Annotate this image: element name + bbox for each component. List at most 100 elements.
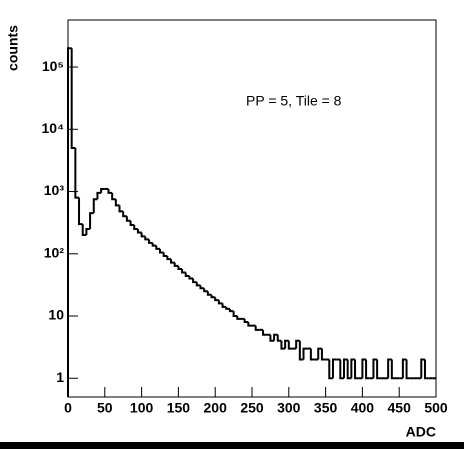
histogram-bin bbox=[133, 224, 138, 231]
histogram-bin bbox=[350, 358, 356, 379]
histogram-bin bbox=[328, 359, 333, 380]
y-tick-label: 10⁴ bbox=[42, 120, 65, 136]
x-tick-label: 400 bbox=[351, 400, 375, 416]
histogram-bin bbox=[170, 259, 175, 264]
histogram-bin bbox=[151, 242, 157, 247]
x-tick-label: 450 bbox=[388, 400, 412, 416]
x-tick-label: 350 bbox=[314, 400, 338, 416]
histogram-bin bbox=[269, 334, 275, 342]
histogram-bin bbox=[70, 48, 76, 150]
histogram-bin bbox=[162, 252, 168, 258]
histogram-bin bbox=[177, 265, 183, 270]
histogram-bin bbox=[236, 316, 241, 320]
histogram-bin bbox=[195, 282, 201, 287]
histogram-bin bbox=[302, 347, 308, 360]
x-tick-label: 250 bbox=[240, 400, 264, 416]
histogram-bin bbox=[309, 348, 315, 361]
histogram-bin bbox=[298, 340, 304, 361]
histogram-bin bbox=[280, 340, 286, 350]
histogram-bin bbox=[92, 198, 98, 214]
y-tick-label: 10³ bbox=[44, 182, 65, 198]
histogram-bin bbox=[232, 311, 238, 318]
x-tick-label: 50 bbox=[97, 400, 113, 416]
histogram-bin bbox=[136, 229, 142, 234]
histogram-bin bbox=[295, 339, 300, 349]
histogram-bin bbox=[243, 318, 249, 324]
histogram-bin bbox=[320, 348, 326, 361]
x-tick-label: 100 bbox=[130, 400, 154, 416]
histogram-bin bbox=[125, 216, 131, 222]
histogram-bin bbox=[214, 297, 219, 302]
histogram-bin bbox=[67, 47, 72, 397]
histogram-bin bbox=[74, 148, 80, 199]
histogram-bin bbox=[254, 325, 260, 331]
histogram-bin bbox=[420, 358, 425, 379]
histogram-bin bbox=[343, 358, 348, 379]
histogram-bin bbox=[118, 205, 124, 213]
histogram-bin bbox=[228, 308, 234, 313]
histogram-bin bbox=[331, 358, 337, 379]
y-tick-label: 10² bbox=[44, 244, 65, 260]
histogram-bin bbox=[107, 188, 113, 194]
histogram-bin bbox=[173, 262, 179, 267]
histogram-bin bbox=[423, 359, 429, 380]
histogram-bin bbox=[159, 248, 164, 254]
histogram-bin bbox=[262, 329, 267, 336]
x-tick-label: 200 bbox=[204, 400, 228, 416]
histogram-bin bbox=[354, 359, 359, 380]
histogram-bin bbox=[122, 211, 127, 218]
histogram-bin bbox=[401, 358, 407, 379]
frame bbox=[67, 19, 437, 398]
histogram-bin bbox=[85, 228, 91, 236]
x-tick-label: 0 bbox=[64, 400, 72, 416]
x-tick-label: 300 bbox=[277, 400, 301, 416]
histogram-bin bbox=[155, 245, 160, 250]
histogram-bin bbox=[225, 306, 230, 310]
histogram-bin bbox=[221, 303, 227, 308]
histogram-bin bbox=[284, 339, 289, 349]
histogram-bin bbox=[365, 359, 370, 380]
histogram-bin bbox=[346, 359, 352, 380]
histogram-bin bbox=[192, 278, 197, 284]
histogram-bin bbox=[140, 232, 146, 238]
x-tick-label: 500 bbox=[424, 400, 448, 416]
y-tick-label: 1 bbox=[56, 369, 64, 385]
histogram-bin bbox=[273, 333, 278, 341]
histogram-bin bbox=[217, 300, 223, 305]
histogram-bin bbox=[166, 256, 172, 261]
histogram-bin bbox=[184, 272, 190, 277]
histogram-bin bbox=[100, 187, 105, 193]
histogram-bin bbox=[81, 224, 87, 237]
histogram-bin bbox=[372, 358, 378, 379]
histogram-bin bbox=[181, 268, 186, 274]
y-axis-label: counts bbox=[5, 25, 21, 71]
histogram-bin bbox=[147, 239, 153, 244]
histogram-bin bbox=[361, 358, 367, 379]
histogram-bin bbox=[247, 322, 252, 327]
histogram-bin bbox=[78, 197, 83, 226]
histogram-bin bbox=[203, 288, 208, 293]
histogram-bin bbox=[405, 359, 411, 380]
histogram-bin bbox=[390, 359, 396, 380]
x-tick-label: 150 bbox=[167, 400, 191, 416]
y-tick-label: 10⁵ bbox=[42, 58, 64, 74]
histogram-bin bbox=[210, 294, 216, 299]
histogram-bin bbox=[276, 334, 282, 342]
histogram-bin bbox=[317, 347, 322, 360]
histogram-bin bbox=[111, 192, 116, 201]
histogram-bin bbox=[144, 236, 149, 241]
histogram-bin bbox=[206, 291, 212, 296]
histogram-bin bbox=[129, 220, 135, 226]
annotation: PP = 5, Tile = 8 bbox=[246, 93, 342, 109]
histogram-bin bbox=[96, 191, 102, 200]
histogram-bin bbox=[339, 359, 344, 380]
histogram-bin bbox=[376, 359, 381, 380]
histogram-bin bbox=[188, 275, 194, 280]
y-tick-label: 10 bbox=[48, 307, 64, 323]
histogram-bin bbox=[387, 358, 392, 379]
histogram-bin bbox=[199, 285, 205, 290]
bottom-bar bbox=[0, 442, 464, 449]
histogram-bin bbox=[287, 340, 293, 350]
